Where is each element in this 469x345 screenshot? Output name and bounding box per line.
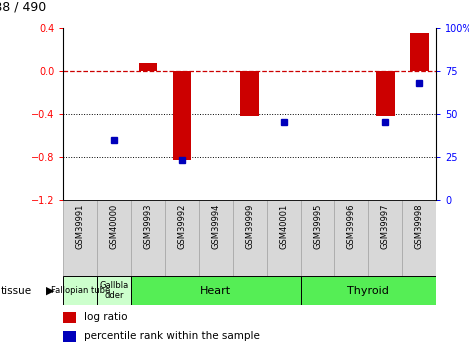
- Bar: [267, 200, 301, 276]
- Bar: [63, 331, 76, 342]
- Text: Thyroid: Thyroid: [348, 286, 389, 296]
- Text: GSM39996: GSM39996: [347, 204, 356, 249]
- Bar: [97, 200, 131, 276]
- Bar: [165, 200, 199, 276]
- Text: GSM40001: GSM40001: [279, 204, 288, 249]
- Text: GSM39999: GSM39999: [245, 204, 254, 249]
- Text: GSM39997: GSM39997: [381, 204, 390, 249]
- Text: GSM39992: GSM39992: [177, 204, 187, 249]
- Text: ▶: ▶: [46, 286, 54, 296]
- Bar: [131, 200, 165, 276]
- Text: log ratio: log ratio: [84, 312, 127, 322]
- Bar: [131, 276, 301, 305]
- Text: Gallbla
dder: Gallbla dder: [99, 281, 129, 300]
- Bar: [97, 276, 131, 305]
- Bar: [63, 312, 76, 323]
- Bar: [402, 200, 436, 276]
- Bar: [63, 200, 97, 276]
- Text: Fallopian tube: Fallopian tube: [51, 286, 110, 295]
- Text: Heart: Heart: [200, 286, 231, 296]
- Text: GSM39993: GSM39993: [144, 204, 152, 249]
- Bar: [410, 33, 429, 71]
- Bar: [376, 71, 394, 116]
- Bar: [301, 276, 436, 305]
- Bar: [241, 71, 259, 116]
- Text: GSM39994: GSM39994: [212, 204, 220, 249]
- Text: GDS1088 / 490: GDS1088 / 490: [0, 1, 47, 14]
- Bar: [139, 63, 158, 71]
- Bar: [63, 276, 97, 305]
- Bar: [368, 200, 402, 276]
- Text: GSM39995: GSM39995: [313, 204, 322, 249]
- Bar: [173, 71, 191, 160]
- Bar: [233, 200, 267, 276]
- Text: GSM39991: GSM39991: [76, 204, 85, 249]
- Bar: [199, 200, 233, 276]
- Text: percentile rank within the sample: percentile rank within the sample: [84, 331, 260, 341]
- Bar: [334, 200, 368, 276]
- Text: GSM40000: GSM40000: [110, 204, 119, 249]
- Bar: [301, 200, 334, 276]
- Text: GSM39998: GSM39998: [415, 204, 424, 249]
- Text: tissue: tissue: [1, 286, 32, 296]
